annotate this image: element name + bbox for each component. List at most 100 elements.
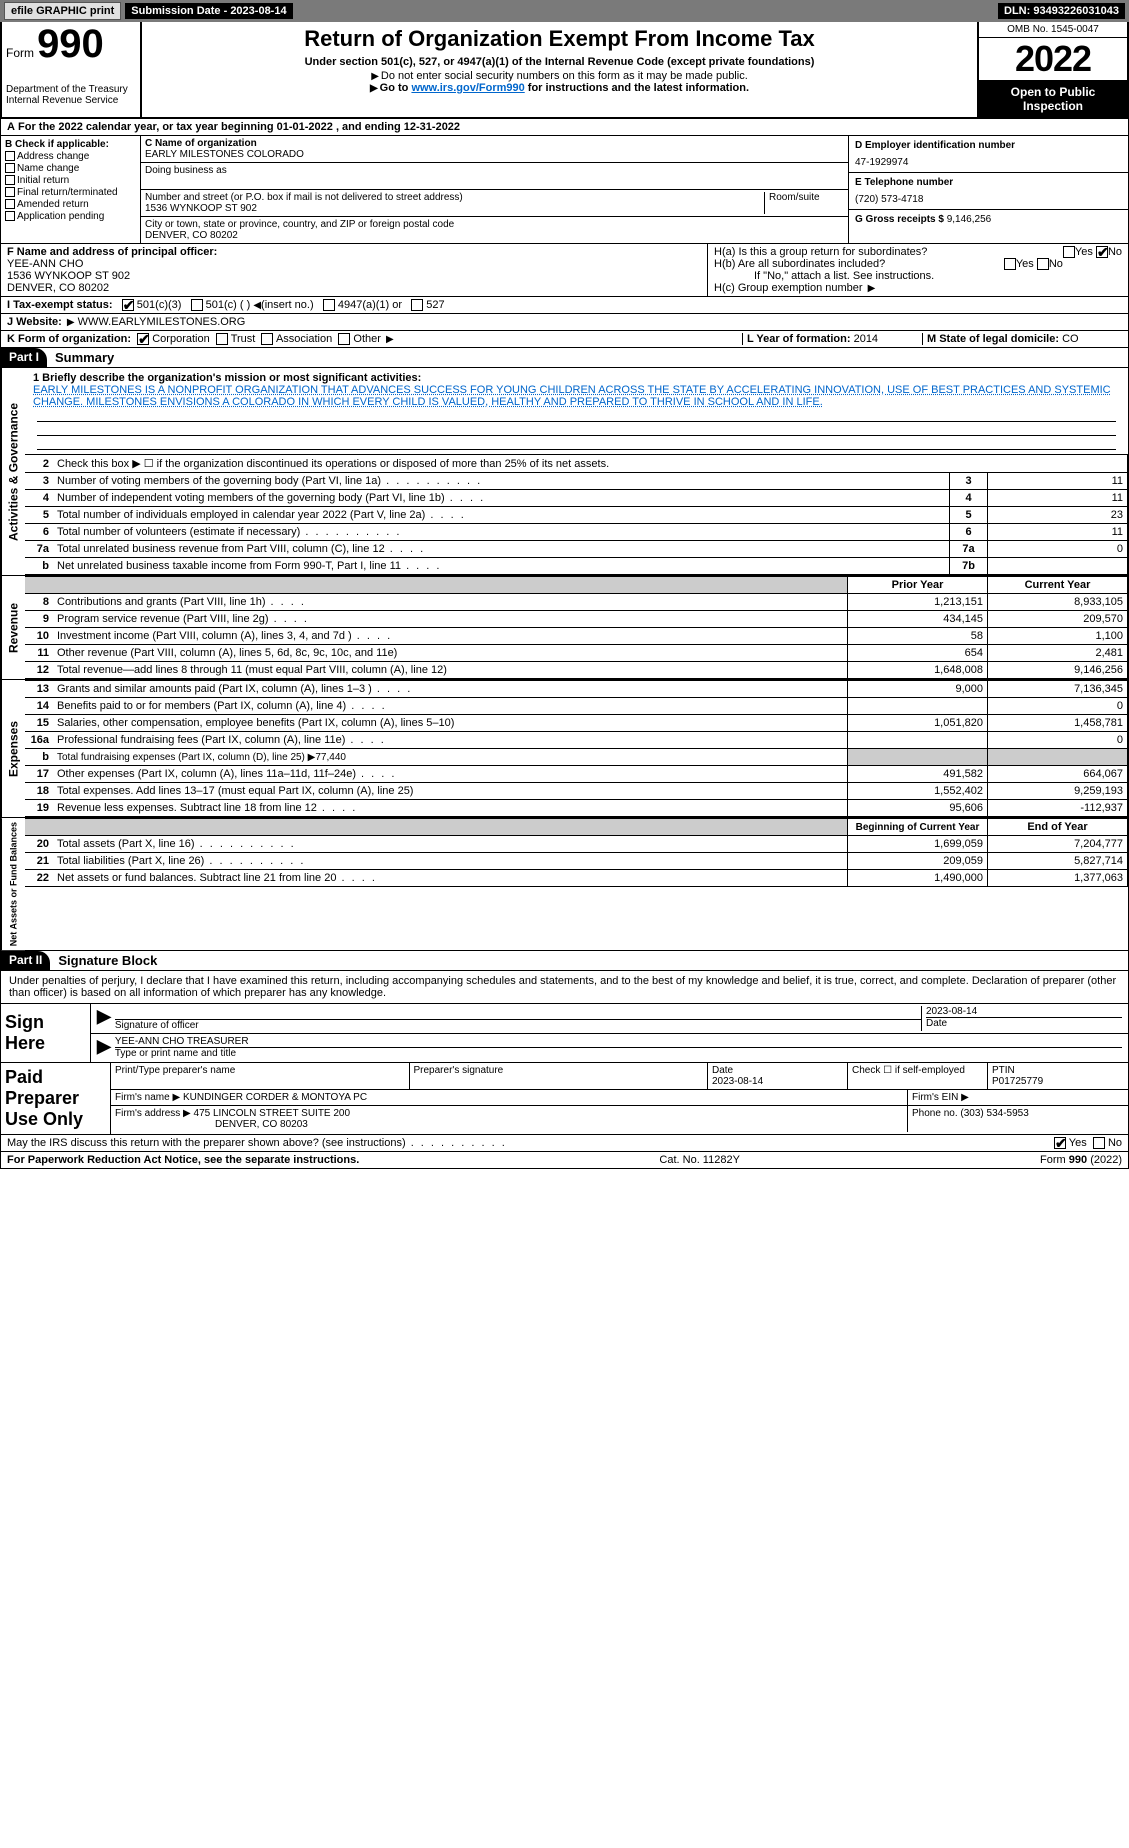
vertical-tab-governance: Activities & Governance (1, 368, 25, 575)
table-row: 4Number of independent voting members of… (25, 490, 1128, 507)
net-assets-section: Net Assets or Fund Balances Beginning of… (0, 818, 1129, 951)
table-row: bTotal fundraising expenses (Part IX, co… (25, 749, 1128, 766)
checkbox-icon[interactable] (411, 299, 423, 311)
checkbox-checked-icon[interactable] (122, 299, 134, 311)
checkbox-icon[interactable] (5, 163, 15, 173)
form-number-block: Form 990 Department of the Treasury Inte… (2, 22, 142, 117)
table-row: 12Total revenue—add lines 8 through 11 (… (25, 662, 1128, 679)
table-row: 2Check this box ▶ ☐ if the organization … (25, 455, 1128, 473)
table-row: bNet unrelated business taxable income f… (25, 558, 1128, 575)
org-name: EARLY MILESTONES COLORADO (145, 149, 844, 160)
row-a-tax-year: A For the 2022 calendar year, or tax yea… (0, 119, 1129, 136)
table-row: 3Number of voting members of the governi… (25, 473, 1128, 490)
table-row: 21Total liabilities (Part X, line 26)209… (25, 853, 1128, 870)
table-row: 20Total assets (Part X, line 16)1,699,05… (25, 836, 1128, 853)
table-row: 6Total number of volunteers (estimate if… (25, 524, 1128, 541)
declaration-text: Under penalties of perjury, I declare th… (1, 971, 1128, 1003)
table-row: 13Grants and similar amounts paid (Part … (25, 681, 1128, 698)
row-i-tax-status: I Tax-exempt status: 501(c)(3) 501(c) ( … (0, 297, 1129, 314)
officer-name-title: YEE-ANN CHO TREASURER (115, 1036, 1122, 1048)
efile-label: efile GRAPHIC print (4, 2, 121, 20)
discuss-row: May the IRS discuss this return with the… (0, 1135, 1129, 1152)
form-header: Form 990 Department of the Treasury Inte… (0, 22, 1129, 119)
checkbox-icon[interactable] (261, 333, 273, 345)
checkbox-icon[interactable] (5, 175, 15, 185)
checkbox-checked-icon[interactable] (1054, 1137, 1066, 1149)
checkbox-icon[interactable] (5, 211, 15, 221)
dln: DLN: 93493226031043 (998, 3, 1125, 19)
table-header: Beginning of Current YearEnd of Year (25, 819, 1128, 836)
arrow-icon: ▶ (97, 1036, 111, 1059)
governance-table: 2Check this box ▶ ☐ if the organization … (25, 454, 1128, 575)
checkbox-icon[interactable] (338, 333, 350, 345)
row-k-form-org: K Form of organization: Corporation Trus… (0, 331, 1129, 348)
vertical-tab-expenses: Expenses (1, 680, 25, 817)
sign-here-label: Sign Here (1, 1004, 91, 1062)
group-return: H(a) Is this a group return for subordin… (708, 244, 1128, 296)
gross-receipts: 9,146,256 (947, 214, 992, 225)
phone: (720) 573-4718 (855, 194, 1122, 205)
table-row: 18Total expenses. Add lines 13–17 (must … (25, 783, 1128, 800)
officer-group-block: F Name and address of principal officer:… (0, 244, 1129, 297)
mission-block: 1 Briefly describe the organization's mi… (25, 368, 1128, 454)
entity-info-block: B Check if applicable: Address change Na… (0, 136, 1129, 244)
table-row: 11Other revenue (Part VIII, column (A), … (25, 645, 1128, 662)
principal-officer: F Name and address of principal officer:… (1, 244, 708, 296)
arrow-icon: ▶ (97, 1006, 111, 1031)
website-link[interactable]: WWW.EARLYMILESTONES.ORG (78, 316, 246, 328)
page-footer: For Paperwork Reduction Act Notice, see … (0, 1152, 1129, 1169)
part-ii-header: Part II Signature Block (0, 951, 1129, 971)
table-row: 16aProfessional fundraising fees (Part I… (25, 732, 1128, 749)
checkbox-icon[interactable] (1004, 258, 1016, 270)
firm-name: KUNDINGER CORDER & MONTOYA PC (183, 1092, 367, 1103)
submission-date: Submission Date - 2023-08-14 (125, 3, 292, 19)
irs-link[interactable]: www.irs.gov/Form990 (411, 82, 524, 94)
checkbox-icon[interactable] (1063, 246, 1075, 258)
net-assets-table: Beginning of Current YearEnd of Year 20T… (25, 818, 1128, 887)
revenue-table: Prior YearCurrent Year 8Contributions an… (25, 576, 1128, 679)
vertical-tab-net-assets: Net Assets or Fund Balances (1, 818, 25, 950)
paid-preparer-block: Paid Preparer Use Only Print/Type prepar… (0, 1063, 1129, 1135)
checkbox-checked-icon[interactable] (137, 333, 149, 345)
form-title: Return of Organization Exempt From Incom… (148, 26, 971, 52)
table-row: 22Net assets or fund balances. Subtract … (25, 870, 1128, 887)
checkbox-checked-icon[interactable] (1096, 246, 1108, 258)
table-row: 8Contributions and grants (Part VIII, li… (25, 594, 1128, 611)
table-row: 17Other expenses (Part IX, column (A), l… (25, 766, 1128, 783)
expenses-section: Expenses 13Grants and similar amounts pa… (0, 680, 1129, 818)
signature-block: Under penalties of perjury, I declare th… (0, 971, 1129, 1063)
part-i-header: Part I Summary (0, 348, 1129, 368)
checkbox-icon[interactable] (5, 151, 15, 161)
mission-text: EARLY MILESTONES IS A NONPROFIT ORGANIZA… (33, 384, 1120, 408)
efile-topbar: efile GRAPHIC print Submission Date - 20… (0, 0, 1129, 22)
tax-year: 2022 (979, 38, 1127, 81)
table-row: 5Total number of individuals employed in… (25, 507, 1128, 524)
checkbox-icon[interactable] (1037, 258, 1049, 270)
checkbox-icon[interactable] (323, 299, 335, 311)
checkbox-icon[interactable] (1093, 1137, 1105, 1149)
org-address: 1536 WYNKOOP ST 902 (145, 203, 764, 214)
expenses-table: 13Grants and similar amounts paid (Part … (25, 680, 1128, 817)
col-c-org-info: C Name of organization EARLY MILESTONES … (141, 136, 848, 243)
table-header: Prior YearCurrent Year (25, 577, 1128, 594)
form-title-block: Return of Organization Exempt From Incom… (142, 22, 977, 117)
checkbox-icon[interactable] (216, 333, 228, 345)
table-row: 14Benefits paid to or for members (Part … (25, 698, 1128, 715)
year-block: OMB No. 1545-0047 2022 Open to Public In… (977, 22, 1127, 117)
revenue-section: Revenue Prior YearCurrent Year 8Contribu… (0, 576, 1129, 680)
table-row: 19Revenue less expenses. Subtract line 1… (25, 800, 1128, 817)
public-inspection: Open to Public Inspection (979, 81, 1127, 117)
org-city: DENVER, CO 80202 (145, 230, 454, 241)
col-b-checkboxes: B Check if applicable: Address change Na… (1, 136, 141, 243)
checkbox-icon[interactable] (5, 199, 15, 209)
checkbox-icon[interactable] (5, 187, 15, 197)
table-row: 9Program service revenue (Part VIII, lin… (25, 611, 1128, 628)
table-row: 10Investment income (Part VIII, column (… (25, 628, 1128, 645)
paid-preparer-label: Paid Preparer Use Only (1, 1063, 111, 1134)
department: Department of the Treasury Internal Reve… (6, 84, 136, 106)
ein: 47-1929974 (855, 157, 1122, 168)
vertical-tab-revenue: Revenue (1, 576, 25, 679)
omb-number: OMB No. 1545-0047 (979, 22, 1127, 38)
firm-phone: (303) 534-5953 (960, 1108, 1028, 1119)
checkbox-icon[interactable] (191, 299, 203, 311)
